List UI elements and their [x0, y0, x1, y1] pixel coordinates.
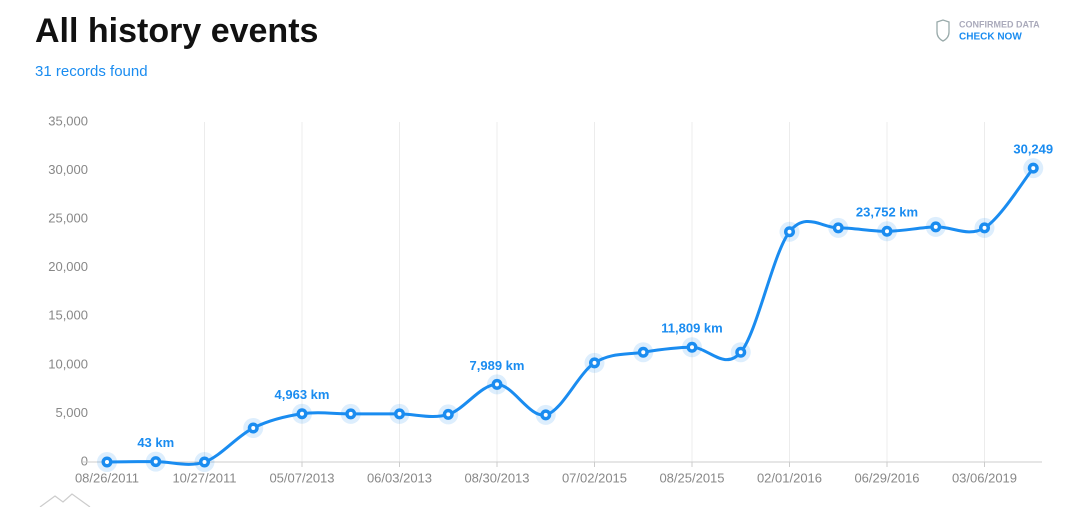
point — [194, 452, 215, 472]
point — [1023, 158, 1044, 179]
point-center — [300, 411, 304, 416]
point — [292, 403, 312, 424]
point — [730, 342, 751, 363]
point — [925, 216, 946, 237]
point — [487, 374, 507, 395]
point — [340, 403, 361, 424]
chart-title: All history events — [35, 12, 318, 50]
x-tick-label: 07/02/2015 — [562, 470, 627, 485]
point — [974, 217, 995, 238]
x-tick-label: 06/29/2016 — [854, 470, 919, 485]
y-tick-label: 25,000 — [48, 211, 88, 226]
point-center — [592, 360, 597, 365]
point-center — [1031, 166, 1036, 171]
point-center — [885, 229, 889, 234]
x-tick-label: 10/27/2011 — [172, 470, 236, 485]
value-label: 23,752 km — [856, 205, 918, 220]
value-label: 11,809 km — [661, 321, 722, 336]
point-center — [251, 426, 256, 430]
value-label: 43 km — [137, 435, 174, 450]
point-center — [787, 229, 792, 234]
point — [97, 452, 117, 472]
badge-link[interactable]: CHECK NOW — [959, 32, 1022, 43]
point — [243, 418, 264, 438]
point-center — [446, 412, 451, 417]
value-label: 7,989 km — [470, 358, 525, 373]
point-center — [641, 350, 646, 355]
point — [389, 403, 410, 424]
point-center — [348, 411, 353, 416]
y-tick-label: 30,000 — [48, 162, 88, 177]
point — [535, 404, 556, 425]
point-center — [982, 225, 987, 230]
x-tick-label: 08/26/2011 — [75, 470, 139, 485]
logo-icon — [39, 493, 91, 507]
point — [779, 221, 800, 242]
y-tick-label: 5,000 — [55, 405, 88, 420]
badge-label: CONFIRMED DATA — [959, 19, 1040, 29]
value-label: 4,963 km — [275, 387, 330, 402]
point-center — [202, 460, 207, 464]
x-tick-label: 08/30/2013 — [464, 470, 529, 485]
y-tick-label: 20,000 — [48, 259, 88, 274]
point-center — [836, 225, 841, 230]
x-tick-label: 03/06/2019 — [952, 470, 1017, 485]
point — [584, 352, 605, 373]
point — [828, 217, 849, 238]
shield-icon — [936, 19, 950, 42]
x-tick-label: 05/07/2013 — [269, 470, 334, 485]
y-tick-label: 0 — [81, 453, 88, 468]
x-tick-label: 06/03/2013 — [367, 470, 432, 485]
point-center — [690, 345, 694, 350]
point — [633, 342, 654, 363]
point — [145, 451, 166, 472]
point-center — [738, 350, 743, 355]
point-center — [153, 459, 158, 464]
y-tick-label: 35,000 — [48, 113, 88, 128]
point — [682, 337, 702, 358]
x-tick-label: 02/01/2016 — [757, 470, 822, 485]
x-tick-label: 08/25/2015 — [659, 470, 724, 485]
point-center — [933, 224, 938, 229]
y-tick-label: 15,000 — [48, 308, 88, 323]
y-tick-label: 10,000 — [48, 356, 88, 371]
point — [877, 221, 897, 242]
point — [438, 404, 459, 425]
point-center — [397, 411, 402, 416]
point-center — [105, 460, 109, 464]
line — [106, 167, 1035, 466]
chart-subtitle: 31 records found — [35, 63, 148, 80]
value-label: 30,249 — [1013, 142, 1053, 157]
confirmed-badge[interactable]: CONFIRMED DATA CHECK NOW — [936, 19, 1040, 43]
point-center — [543, 412, 548, 417]
point-center — [495, 382, 499, 387]
